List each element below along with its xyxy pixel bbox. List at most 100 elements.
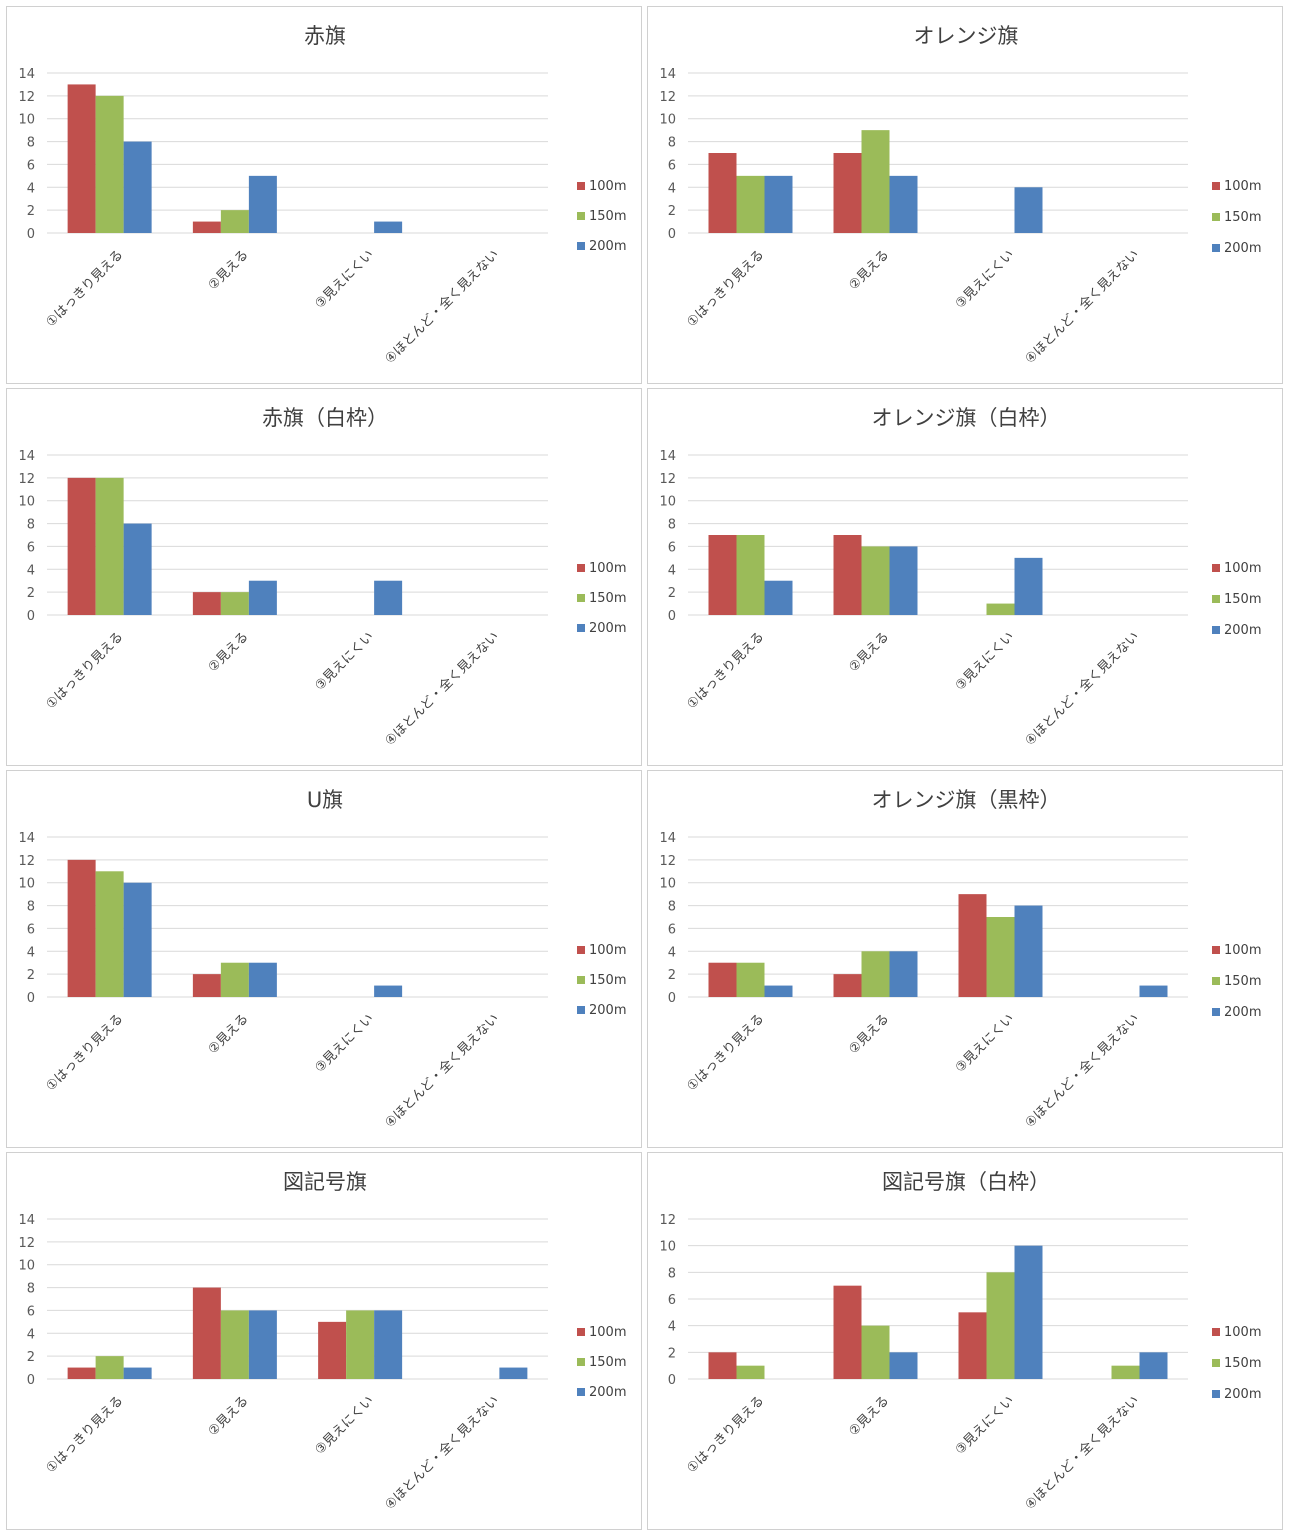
legend-label: 150m (589, 973, 626, 988)
x-category-label: ④ほとんど・全く見えない (1022, 1393, 1142, 1513)
x-category-label: ③見えにくい (953, 629, 1018, 694)
bar-200m (248, 962, 277, 997)
legend-label: 150m (589, 209, 626, 224)
y-tick-label: 12 (659, 854, 676, 869)
y-tick-label: 2 (27, 1350, 35, 1365)
bar-150m (986, 1272, 1015, 1379)
bar-200m (889, 546, 918, 615)
y-tick-label: 14 (18, 449, 35, 464)
x-category-label: ③見えにくい (312, 247, 377, 312)
x-category-label: ④ほとんど・全く見えない (382, 629, 502, 749)
bar-200m (374, 1310, 403, 1379)
y-tick-label: 6 (27, 540, 35, 555)
y-tick-label: 10 (18, 877, 35, 892)
x-category-label: ③見えにくい (953, 1393, 1018, 1458)
y-tick-label: 6 (27, 922, 35, 937)
y-tick-label: 12 (659, 472, 676, 487)
legend-swatch-100m (1212, 946, 1220, 954)
bar-200m (374, 221, 403, 233)
bar-100m (833, 153, 862, 233)
bar-200m (123, 141, 152, 233)
legend-swatch-200m (577, 1388, 585, 1396)
chart-panel-red-flag-white-border: 赤旗（白枠） 0 2 4 6 8 10 12 14 ①はっきり見える ②見える ③見えにくい ④ほとんど… (6, 388, 642, 766)
y-tick-label: 0 (668, 609, 676, 624)
legend-label: 100m (1224, 1325, 1261, 1340)
y-tick-label: 14 (18, 67, 35, 82)
bar-150m (736, 962, 765, 997)
y-tick-label: 12 (659, 90, 676, 105)
bar-200m (889, 1352, 918, 1379)
legend-swatch-150m (1212, 977, 1220, 985)
bar-200m (1014, 187, 1043, 233)
bar-100m (833, 535, 862, 615)
y-tick-label: 4 (668, 563, 676, 578)
y-tick-label: 8 (27, 518, 35, 533)
y-tick-label: 10 (659, 877, 676, 892)
y-tick-label: 4 (27, 563, 35, 578)
legend-label: 100m (1224, 943, 1261, 958)
x-category-label: ③見えにくい (953, 247, 1018, 312)
legend-swatch-100m (577, 182, 585, 190)
legend-swatch-150m (577, 1358, 585, 1366)
y-tick-label: 0 (668, 1373, 676, 1388)
y-tick-label: 6 (668, 922, 676, 937)
bar-100m (192, 974, 221, 997)
y-tick-label: 2 (668, 204, 676, 219)
x-category-label: ①はっきり見える (44, 247, 127, 330)
y-tick-label: 8 (668, 518, 676, 533)
y-tick-label: 6 (668, 540, 676, 555)
y-tick-label: 4 (668, 181, 676, 196)
legend-swatch-100m (577, 564, 585, 572)
legend-swatch-200m (1212, 244, 1220, 252)
chart-title: 赤旗（白枠） (262, 406, 388, 430)
x-category-label: ④ほとんど・全く見えない (1022, 1011, 1142, 1131)
bar-200m (1139, 985, 1168, 997)
bar-150m (346, 1310, 375, 1379)
bar-150m (95, 477, 124, 615)
y-tick-label: 8 (27, 900, 35, 915)
legend-swatch-200m (577, 624, 585, 632)
x-category-label: ②見える (206, 1393, 252, 1439)
legend-label: 150m (1224, 1356, 1261, 1371)
x-category-label: ③見えにくい (312, 1011, 377, 1076)
bar-200m (248, 1310, 277, 1379)
y-tick-label: 6 (668, 158, 676, 173)
y-tick-label: 2 (668, 1346, 676, 1361)
chart-title: オレンジ旗（黒枠） (872, 788, 1061, 812)
y-tick-label: 0 (668, 227, 676, 242)
y-tick-label: 14 (18, 831, 35, 846)
y-tick-label: 0 (27, 1373, 35, 1388)
y-tick-label: 0 (27, 609, 35, 624)
y-tick-label: 2 (27, 204, 35, 219)
x-category-label: ①はっきり見える (44, 1011, 127, 1094)
x-category-label: ①はっきり見える (44, 1393, 127, 1476)
x-category-label: ①はっきり見える (684, 1393, 767, 1476)
bar-150m (861, 130, 890, 233)
x-category-label: ④ほとんど・全く見えない (382, 247, 502, 367)
chart-panel-u-flag: U旗 0 2 4 6 8 10 12 14 ①はっきり見える ②見える ③見えにくい ④ほとんど・全く見… (6, 770, 642, 1148)
legend-label: 200m (1224, 1005, 1261, 1020)
bar-200m (764, 175, 793, 233)
bar-200m (123, 523, 152, 615)
legend-swatch-150m (577, 594, 585, 602)
bar-150m (986, 603, 1015, 615)
bar-150m (736, 1365, 765, 1379)
legend-label: 150m (1224, 210, 1261, 225)
y-tick-label: 8 (668, 900, 676, 915)
y-tick-label: 10 (659, 1240, 676, 1255)
y-tick-label: 8 (27, 136, 35, 151)
legend-label: 100m (1224, 561, 1261, 576)
y-tick-label: 2 (668, 968, 676, 983)
legend-label: 100m (589, 943, 626, 958)
bar-150m (861, 546, 890, 615)
y-tick-label: 4 (27, 181, 35, 196)
y-tick-label: 12 (659, 1213, 676, 1228)
y-tick-label: 8 (668, 136, 676, 151)
chart-panel-orange-flag-white-border: オレンジ旗（白枠） 0 2 4 6 8 10 12 14 ①はっきり見える ②見える ③見えにくい ④ほ… (647, 388, 1283, 766)
legend-label: 150m (589, 1355, 626, 1370)
bar-200m (374, 580, 403, 615)
x-category-label: ②見える (846, 1011, 892, 1057)
legend-swatch-200m (577, 1006, 585, 1014)
chart-svg: オレンジ旗 0 2 4 6 8 10 12 14 ①はっきり見える ②見える ③見えにくい ④ほとんど・… (659, 24, 1261, 367)
legend-swatch-200m (1212, 1008, 1220, 1016)
